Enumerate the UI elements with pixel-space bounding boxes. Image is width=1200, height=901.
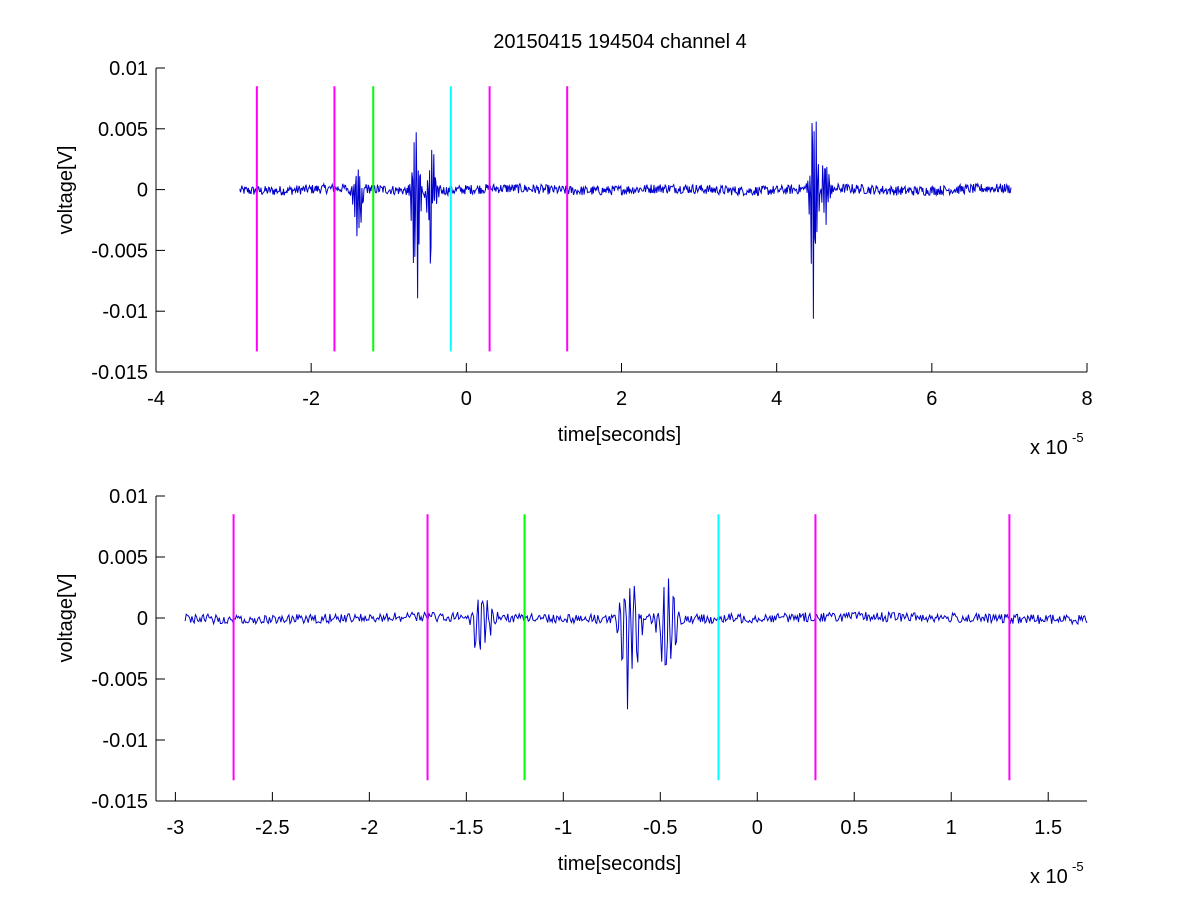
x-multiplier-label: x 10 <box>1030 866 1068 888</box>
x-tick-label: -3 <box>166 817 184 839</box>
x-multiplier-label: x 10 <box>1030 437 1068 459</box>
x-axis-label: time[seconds] <box>558 853 681 875</box>
y-tick-label: 0 <box>137 608 148 630</box>
y-tick-label: -0.005 <box>91 669 148 691</box>
y-axis-label: voltage[V] <box>55 574 77 663</box>
x-exponent-label: -5 <box>1072 859 1084 874</box>
signal-line <box>184 578 1088 710</box>
x-tick-label: 0.5 <box>840 817 868 839</box>
y-tick-label: 0.01 <box>109 58 148 80</box>
x-tick-label: -0.5 <box>643 817 677 839</box>
x-tick-label: -2.5 <box>255 817 289 839</box>
x-tick-label: 8 <box>1081 388 1092 410</box>
y-tick-label: -0.01 <box>102 730 148 752</box>
signal-line <box>239 121 1012 319</box>
y-tick-label: 0.005 <box>98 119 148 141</box>
x-tick-label: -2 <box>302 388 320 410</box>
y-tick-label: -0.015 <box>91 791 148 813</box>
x-tick-label: 4 <box>771 388 782 410</box>
x-tick-label: 1.5 <box>1034 817 1062 839</box>
x-tick-label: -4 <box>147 388 165 410</box>
y-tick-label: 0 <box>137 180 148 202</box>
x-tick-label: 2 <box>616 388 627 410</box>
x-tick-label: 1 <box>946 817 957 839</box>
x-tick-label: -1.5 <box>449 817 483 839</box>
y-tick-label: 0.005 <box>98 547 148 569</box>
y-tick-label: -0.01 <box>102 301 148 323</box>
figure-title: 20150415 194504 channel 4 <box>493 31 747 53</box>
x-exponent-label: -5 <box>1072 430 1084 445</box>
y-axis-label: voltage[V] <box>55 146 77 235</box>
y-tick-label: -0.015 <box>91 362 148 384</box>
y-tick-label: 0.01 <box>109 486 148 508</box>
plot-bottom: 0.01 0.005 0 -0.005 -0.01 -0.015 -3 -2.5 -2 -1.5 -… <box>55 486 1088 888</box>
y-tick-label: -0.005 <box>91 240 148 262</box>
x-tick-label: 6 <box>926 388 937 410</box>
x-axis-label: time[seconds] <box>558 424 681 446</box>
x-tick-label: -2 <box>360 817 378 839</box>
plot-top: 0.01 0.005 0 -0.005 -0.01 -0.015 -4 -2 0 2 4 6 8 time… <box>55 58 1093 459</box>
x-tick-label: 0 <box>461 388 472 410</box>
x-tick-label: 0 <box>752 817 763 839</box>
x-tick-label: -1 <box>554 817 572 839</box>
